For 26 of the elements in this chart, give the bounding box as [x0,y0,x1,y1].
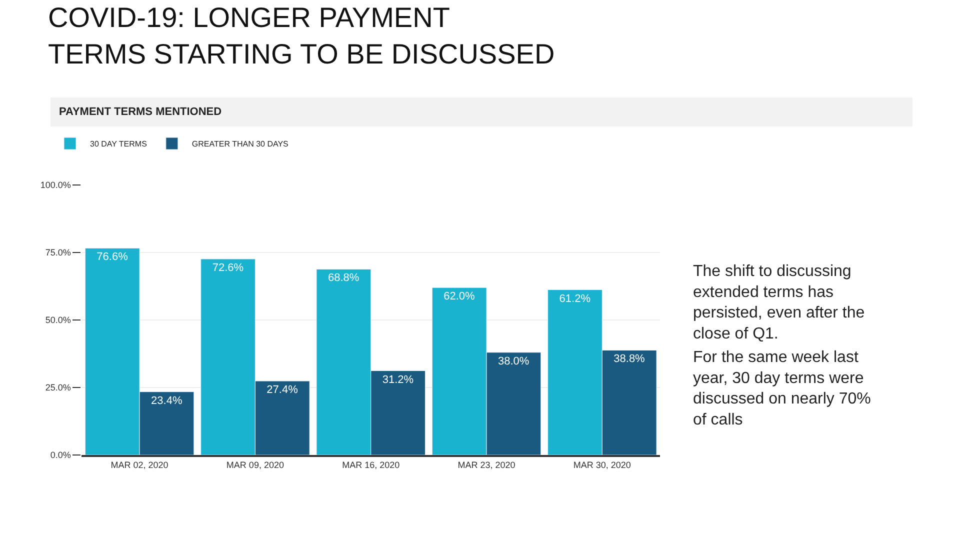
chart-subtitle: PAYMENT TERMS MENTIONED [59,106,222,118]
data-label: 23.4% [151,394,182,407]
legend-label: GREATER THAN 30 DAYS [192,140,288,149]
x-tick-label: MAR 09, 2020 [226,460,284,470]
data-label: 38.8% [614,353,646,366]
x-tick-label: MAR 23, 2020 [458,460,516,470]
data-label: 76.6% [96,251,128,264]
data-label: 68.8% [328,272,360,284]
x-tick-label: MAR 16, 2020 [342,460,400,470]
x-tick-label: MAR 30, 2020 [573,460,631,470]
legend-label: 30 DAY TERMS [90,140,147,149]
y-tick-label: 0.0% [50,450,71,460]
data-label: 31.2% [382,374,414,386]
data-label: 27.4% [266,384,298,396]
text: For the same week last year, 30 day terms were discussed on nearly 70% of calls [693,349,871,428]
x-tick-label: MAR 02, 2020 [110,460,168,470]
text: The shift to discussing extended terms has persisted, even after the close of Q1. [693,263,865,342]
data-label: 38.0% [498,355,530,368]
data-label: 61.2% [559,292,591,305]
y-tick-label: 100.0% [40,180,71,190]
data-label: 72.6% [212,262,244,274]
data-label: 62.0% [444,290,476,303]
y-tick-label: 75.0% [45,248,71,258]
y-tick-label: 50.0% [45,315,71,326]
y-tick-label: 25.0% [45,382,71,393]
chart-title: COVID-19: LONGER PAYMENT TERMS STARTING TO BE DISCUSSED [48,2,555,70]
